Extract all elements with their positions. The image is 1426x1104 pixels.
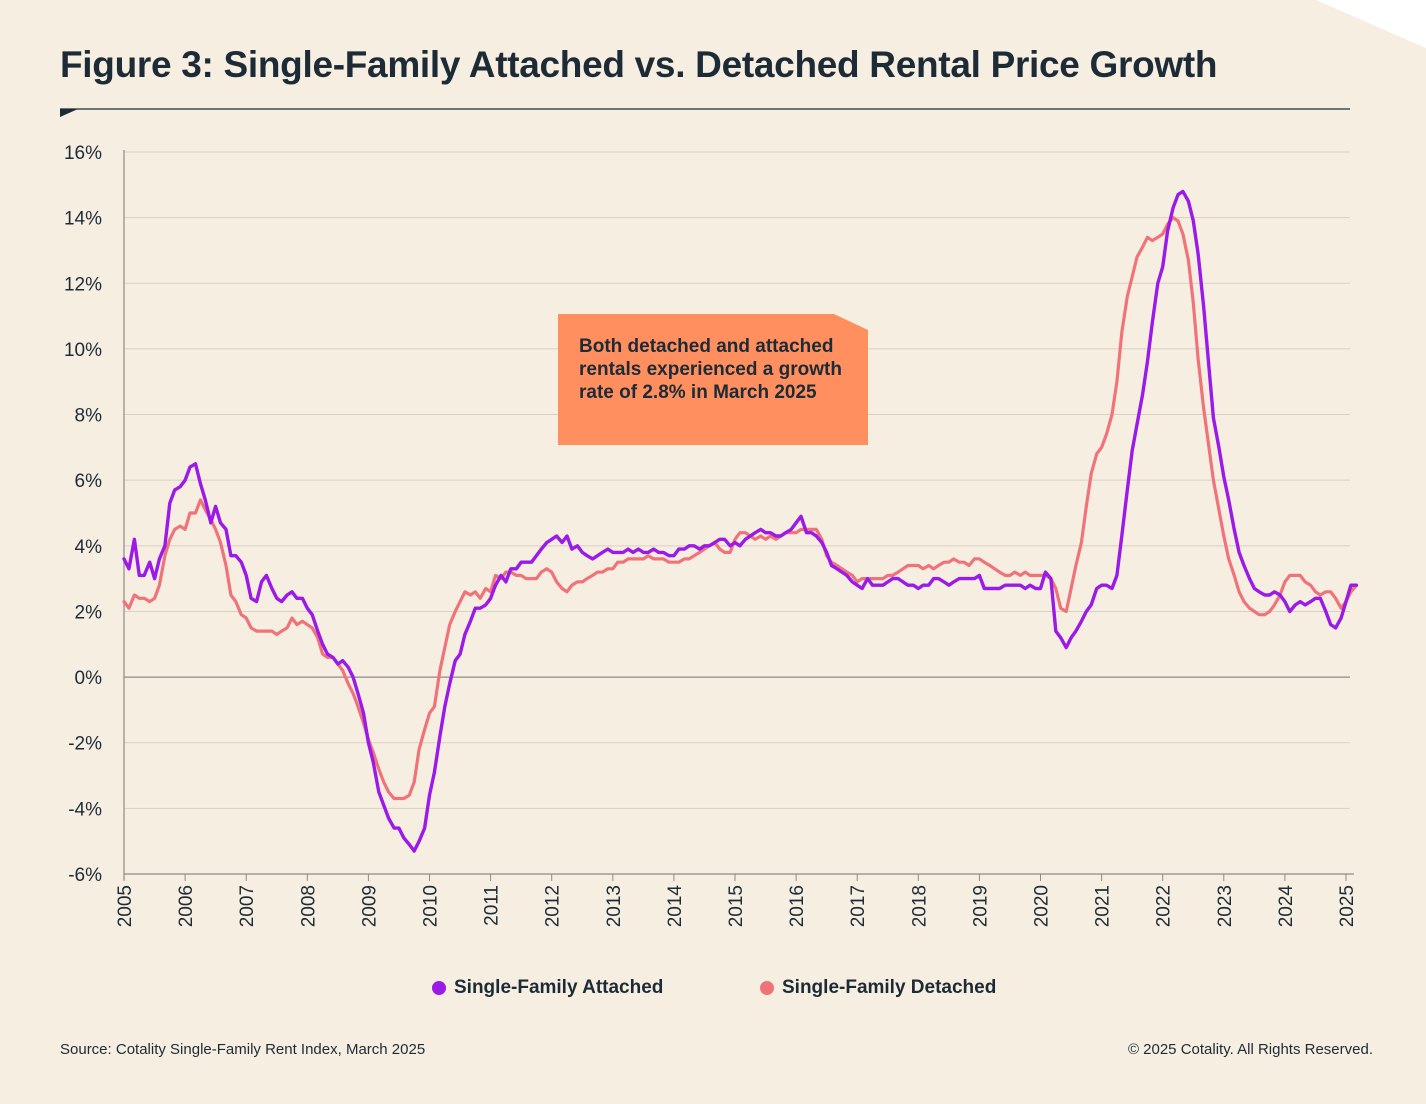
x-tick-label: 2025 xyxy=(1337,885,1358,927)
y-tick-label: 2% xyxy=(75,602,103,623)
x-axis: 2005 2006 2007 2008 2009 2010 2011 2012 2013 2014… xyxy=(115,873,1358,928)
legend-item-attached: Single-Family Attached xyxy=(432,977,663,999)
legend-swatch-attached xyxy=(432,981,446,995)
y-tick-label: -6% xyxy=(68,865,102,886)
source-note: Source: Cotality Single-Family Rent Inde… xyxy=(60,1041,426,1058)
x-tick-label: 2012 xyxy=(543,885,564,927)
y-tick-label: 10% xyxy=(64,340,102,361)
x-tick-label: 2024 xyxy=(1276,885,1297,928)
x-tick-label: 2015 xyxy=(726,885,747,927)
annotation-callout: Both detached and attached rentals exper… xyxy=(558,314,868,445)
legend-item-detached: Single-Family Detached xyxy=(760,977,996,999)
chart-title: Figure 3: Single-Family Attached vs. Det… xyxy=(60,44,1218,85)
legend-label-attached: Single-Family Attached xyxy=(454,977,664,998)
x-tick-label: 2022 xyxy=(1154,885,1175,927)
annotation-text: Both detached and attached rentals exper… xyxy=(579,336,842,403)
title-rule-marker xyxy=(60,109,78,117)
x-tick-label: 2006 xyxy=(176,885,197,927)
chart-legend: Single-Family Attached Single-Family Det… xyxy=(0,977,1426,1003)
x-tick-label: 2005 xyxy=(115,885,136,927)
y-tick-label: 8% xyxy=(75,406,103,427)
x-tick-label: 2017 xyxy=(848,885,869,927)
x-tick-label: 2014 xyxy=(665,885,686,928)
legend-label-detached: Single-Family Detached xyxy=(782,977,997,998)
chart-gridlines xyxy=(124,151,1350,875)
y-tick-label: -2% xyxy=(68,734,102,755)
series-line-attached xyxy=(122,189,1359,853)
y-tick-label: 6% xyxy=(75,471,103,492)
x-tick-label: 2016 xyxy=(787,885,808,927)
chart-series xyxy=(122,189,1359,853)
x-tick-label: 2009 xyxy=(359,885,380,927)
x-tick-label: 2013 xyxy=(604,885,625,927)
x-tick-label: 2021 xyxy=(1093,885,1114,927)
x-tick-label: 2007 xyxy=(237,885,258,927)
x-tick-label: 2023 xyxy=(1215,885,1236,927)
y-tick-label: 16% xyxy=(64,143,102,164)
y-tick-label: 14% xyxy=(64,209,102,230)
legend-swatch-detached xyxy=(760,981,774,995)
y-tick-label: 0% xyxy=(75,668,103,689)
corner-fold-decoration xyxy=(1316,0,1426,48)
series-line-detached xyxy=(122,216,1358,801)
y-tick-label: -4% xyxy=(68,799,102,820)
x-tick-label: 2011 xyxy=(482,885,503,926)
title-divider xyxy=(60,108,1350,117)
x-tick-label: 2008 xyxy=(298,885,319,927)
x-tick-label: 2020 xyxy=(1032,885,1053,927)
x-tick-label: 2018 xyxy=(909,885,930,927)
y-tick-label: 4% xyxy=(75,537,103,558)
copyright-note: © 2025 Cotality. All Rights Reserved. xyxy=(1127,1041,1373,1058)
x-tick-label: 2010 xyxy=(421,885,442,927)
y-axis: 16% 14% 12% 10% 8% 6% 4% 2% 0% -2% -4% -6% xyxy=(64,143,125,886)
x-tick-label: 2019 xyxy=(970,885,991,927)
y-tick-label: 12% xyxy=(64,274,102,295)
